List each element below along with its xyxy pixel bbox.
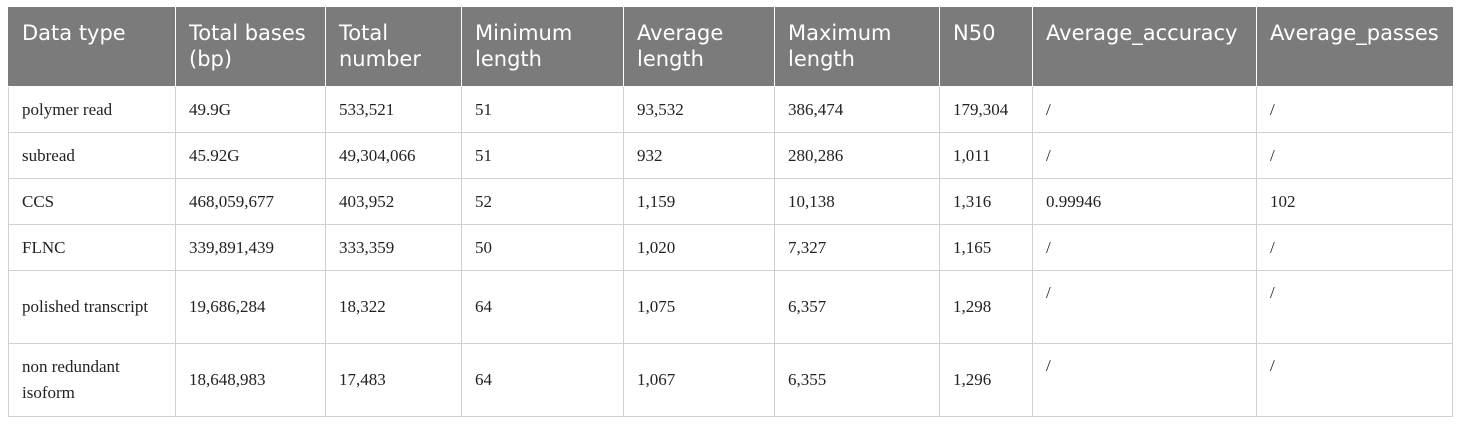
cell-average-length: 1,159 xyxy=(623,178,775,225)
cell-total-bases: 468,059,677 xyxy=(175,178,326,225)
table-row: subread 45.92G 49,304,066 51 932 280,286… xyxy=(8,132,1453,179)
cell-n50: 1,316 xyxy=(939,178,1033,225)
cell-total-number: 18,322 xyxy=(325,270,462,344)
cell-minimum-length: 51 xyxy=(461,132,624,179)
cell-average-accuracy: / xyxy=(1032,224,1257,271)
cell-n50: 1,165 xyxy=(939,224,1033,271)
cell-average-passes: / xyxy=(1256,270,1453,344)
cell-total-number: 533,521 xyxy=(325,86,462,133)
cell-total-bases: 18,648,983 xyxy=(175,343,326,417)
cell-average-accuracy: 0.99946 xyxy=(1032,178,1257,225)
cell-maximum-length: 386,474 xyxy=(774,86,940,133)
cell-total-number: 333,359 xyxy=(325,224,462,271)
cell-data-type: subread xyxy=(8,132,176,179)
cell-total-bases: 49.9G xyxy=(175,86,326,133)
table-row: polymer read 49.9G 533,521 51 93,532 386… xyxy=(8,86,1453,133)
cell-average-length: 1,075 xyxy=(623,270,775,344)
table-header-row: Data type Total bases (bp) Total number … xyxy=(8,7,1453,87)
cell-average-passes: 102 xyxy=(1256,178,1453,225)
header-maximum-length: Maximum length xyxy=(774,7,940,87)
cell-n50: 1,296 xyxy=(939,343,1033,417)
cell-total-number: 49,304,066 xyxy=(325,132,462,179)
header-minimum-length: Minimum length xyxy=(461,7,624,87)
header-average-accuracy: Average_accuracy xyxy=(1032,7,1257,87)
cell-average-length: 932 xyxy=(623,132,775,179)
cell-average-passes: / xyxy=(1256,224,1453,271)
cell-average-accuracy: / xyxy=(1032,270,1257,344)
cell-total-bases: 339,891,439 xyxy=(175,224,326,271)
cell-total-bases: 19,686,284 xyxy=(175,270,326,344)
table-row: CCS 468,059,677 403,952 52 1,159 10,138 … xyxy=(8,178,1453,225)
table-row: polished transcript 19,686,284 18,322 64… xyxy=(8,270,1453,344)
cell-total-number: 17,483 xyxy=(325,343,462,417)
cell-n50: 179,304 xyxy=(939,86,1033,133)
cell-minimum-length: 64 xyxy=(461,343,624,417)
cell-average-passes: / xyxy=(1256,86,1453,133)
cell-average-length: 93,532 xyxy=(623,86,775,133)
cell-maximum-length: 10,138 xyxy=(774,178,940,225)
cell-average-length: 1,020 xyxy=(623,224,775,271)
header-average-length: Average length xyxy=(623,7,775,87)
cell-minimum-length: 51 xyxy=(461,86,624,133)
cell-minimum-length: 50 xyxy=(461,224,624,271)
cell-data-type: FLNC xyxy=(8,224,176,271)
cell-average-length: 1,067 xyxy=(623,343,775,417)
cell-n50: 1,011 xyxy=(939,132,1033,179)
header-n50: N50 xyxy=(939,7,1033,87)
cell-maximum-length: 6,357 xyxy=(774,270,940,344)
cell-maximum-length: 280,286 xyxy=(774,132,940,179)
cell-maximum-length: 6,355 xyxy=(774,343,940,417)
cell-n50: 1,298 xyxy=(939,270,1033,344)
header-data-type: Data type xyxy=(8,7,176,87)
sequencing-stats-table: Data type Total bases (bp) Total number … xyxy=(8,7,1453,417)
header-total-bases: Total bases (bp) xyxy=(175,7,326,87)
cell-total-bases: 45.92G xyxy=(175,132,326,179)
cell-data-type: polished transcript xyxy=(8,270,176,344)
cell-average-passes: / xyxy=(1256,132,1453,179)
cell-minimum-length: 64 xyxy=(461,270,624,344)
cell-total-number: 403,952 xyxy=(325,178,462,225)
cell-average-accuracy: / xyxy=(1032,86,1257,133)
cell-average-accuracy: / xyxy=(1032,343,1257,417)
cell-average-passes: / xyxy=(1256,343,1453,417)
cell-data-type: CCS xyxy=(8,178,176,225)
cell-minimum-length: 52 xyxy=(461,178,624,225)
table-row: non redundant isoform 18,648,983 17,483 … xyxy=(8,343,1453,417)
header-total-number: Total number xyxy=(325,7,462,87)
header-average-passes: Average_passes xyxy=(1256,7,1453,87)
cell-data-type: polymer read xyxy=(8,86,176,133)
cell-data-type: non redundant isoform xyxy=(8,343,176,417)
cell-maximum-length: 7,327 xyxy=(774,224,940,271)
table-row: FLNC 339,891,439 333,359 50 1,020 7,327 … xyxy=(8,224,1453,271)
cell-average-accuracy: / xyxy=(1032,132,1257,179)
